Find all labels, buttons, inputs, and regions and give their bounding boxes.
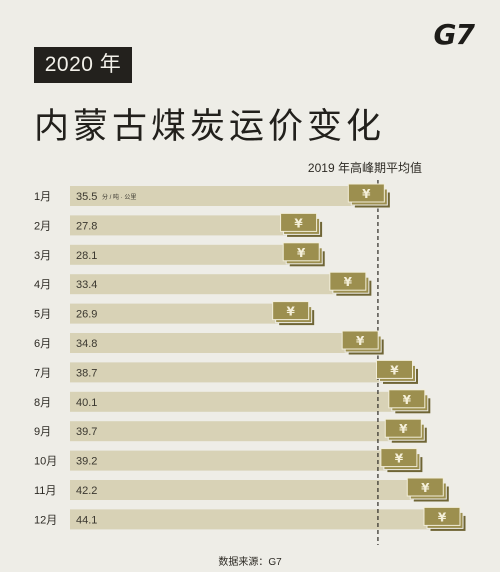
yen-symbol: ¥ — [362, 187, 371, 201]
month-label: 9月 — [34, 426, 51, 438]
chart-title: 内蒙古煤炭运价变化 — [34, 107, 386, 147]
month-label: 5月 — [34, 309, 51, 321]
value-label: 35.5 — [76, 191, 97, 203]
month-label: 7月 — [34, 367, 51, 379]
month-label: 12月 — [34, 514, 57, 526]
bar — [70, 274, 364, 295]
yen-banknote-stack-icon: ¥ — [347, 183, 391, 209]
value-label: 26.9 — [76, 309, 97, 321]
value-label: 42.2 — [76, 485, 97, 497]
bar — [70, 362, 411, 383]
bar — [70, 186, 383, 206]
month-label: 10月 — [34, 456, 57, 468]
yen-banknote-stack-icon: ¥ — [384, 418, 428, 444]
banknote-front — [384, 418, 422, 438]
yen-symbol: ¥ — [286, 305, 295, 319]
yen-banknote-stack-icon: ¥ — [341, 330, 385, 356]
banknote-front — [375, 359, 413, 379]
yen-symbol: ¥ — [356, 334, 365, 348]
yen-symbol: ¥ — [403, 393, 412, 407]
banknote-front — [282, 242, 320, 262]
yen-banknote-stack-icon: ¥ — [280, 212, 324, 238]
value-label: 44.1 — [76, 514, 97, 526]
yen-symbol: ¥ — [395, 452, 404, 466]
value-label: 34.8 — [76, 338, 97, 350]
month-label: 11月 — [34, 485, 56, 497]
bar — [70, 215, 315, 236]
yen-symbol: ¥ — [294, 216, 303, 230]
value-label: 33.4 — [76, 279, 97, 291]
unit-label: 分 / 吨 · 公里 — [102, 193, 136, 201]
value-label: 39.2 — [76, 456, 97, 468]
yen-banknote-stack-icon: ¥ — [329, 271, 373, 297]
value-label: 39.7 — [76, 426, 97, 438]
banknote-front — [380, 448, 418, 468]
yen-banknote-stack-icon: ¥ — [380, 448, 424, 474]
bar — [70, 244, 318, 265]
bar — [70, 391, 423, 412]
yen-banknote-stack-icon: ¥ — [388, 389, 432, 415]
value-label: 27.8 — [76, 220, 97, 232]
bar — [70, 450, 415, 471]
value-label: 38.7 — [76, 367, 97, 379]
yen-symbol: ¥ — [399, 422, 408, 436]
bar — [70, 509, 458, 530]
month-label: 1月 — [34, 191, 51, 203]
month-label: 6月 — [34, 338, 51, 350]
yen-symbol: ¥ — [344, 275, 353, 289]
yen-symbol: ¥ — [421, 481, 430, 495]
g7-logo: G7 — [433, 18, 475, 51]
banknote-front — [329, 271, 367, 291]
yen-banknote-stack-icon: ¥ — [375, 359, 419, 385]
banknote-front — [341, 330, 379, 350]
banknote-front — [406, 477, 444, 497]
banknote-front — [388, 389, 426, 409]
yen-symbol: ¥ — [438, 510, 447, 524]
yen-banknote-stack-icon: ¥ — [282, 242, 326, 268]
yen-banknote-stack-icon: ¥ — [423, 506, 467, 532]
source-note: 数据来源：G7 — [218, 557, 282, 568]
banknote-front — [272, 301, 310, 321]
value-label: 28.1 — [76, 250, 97, 262]
bar — [70, 303, 307, 324]
bar — [70, 421, 420, 442]
month-label: 3月 — [34, 250, 51, 262]
month-label: 4月 — [34, 279, 51, 291]
yen-banknote-stack-icon: ¥ — [272, 301, 316, 327]
value-label: 40.1 — [76, 397, 97, 409]
month-label: 8月 — [34, 397, 51, 409]
reference-label: 2019 年高峰期平均值 — [308, 160, 422, 175]
banknote-front — [347, 183, 385, 203]
yen-symbol: ¥ — [390, 363, 399, 377]
yen-symbol: ¥ — [297, 246, 306, 260]
banknote-front — [423, 506, 461, 526]
yen-banknote-stack-icon: ¥ — [406, 477, 450, 503]
year-badge: 2020 年 — [34, 47, 132, 83]
bar — [70, 480, 442, 500]
banknote-front — [280, 212, 318, 232]
bar — [70, 333, 377, 353]
month-label: 2月 — [34, 220, 51, 232]
